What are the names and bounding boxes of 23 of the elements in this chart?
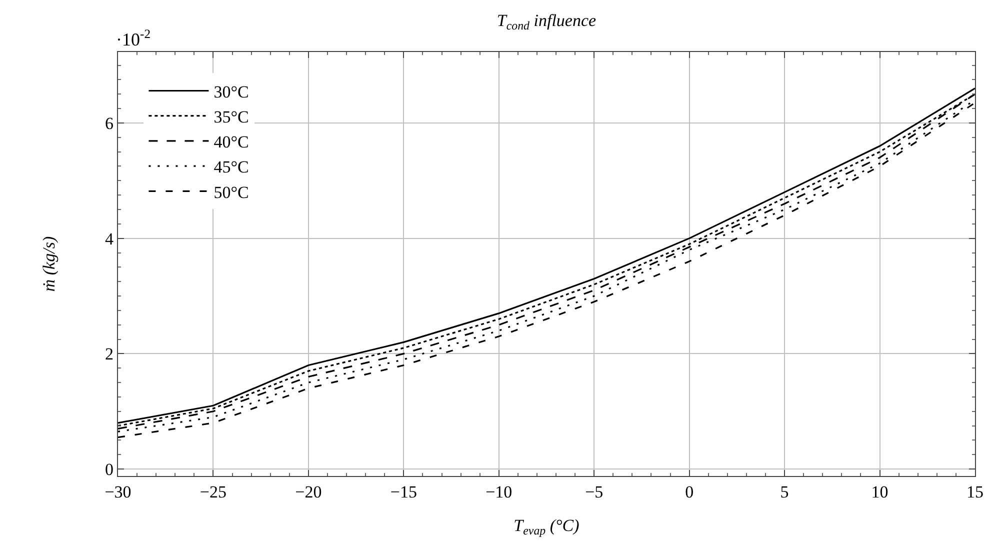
x-tick-label: −25 xyxy=(200,482,227,502)
chart-title: T$_{cond}$ influence xyxy=(496,10,597,32)
x-tick-label: 10 xyxy=(871,482,888,502)
x-tick-label: −20 xyxy=(295,482,322,502)
y-tick-label: 2 xyxy=(105,344,114,364)
legend-label: 30°C xyxy=(214,82,249,102)
x-tick-label: −10 xyxy=(486,482,512,502)
legend-label: 35°C xyxy=(214,107,249,126)
y-axis-title: ṁ (kg/s) xyxy=(40,236,59,292)
x-tick-label: 5 xyxy=(780,482,789,502)
x-tick-label: −30 xyxy=(104,482,132,502)
x-axis-title: T$_{evap}$ (°C) xyxy=(514,516,580,538)
legend-label: 45°C xyxy=(214,158,249,177)
x-tick-label: 15 xyxy=(966,482,984,502)
x-tick-label: 0 xyxy=(685,482,694,502)
y-tick-label: 0 xyxy=(105,460,114,480)
y-tick-label: 6 xyxy=(105,114,114,133)
x-tick-label: −15 xyxy=(390,482,417,502)
legend-label: 40°C xyxy=(214,132,249,152)
x-tick-label: −5 xyxy=(585,482,604,502)
y-tick-label: 4 xyxy=(105,229,114,248)
legend-label: 50°C xyxy=(214,182,249,202)
text: ·10$^{-2}$ xyxy=(116,27,150,50)
